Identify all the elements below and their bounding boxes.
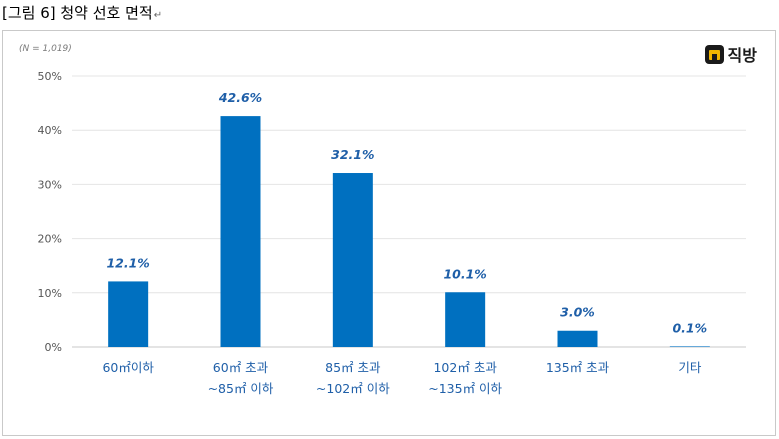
data-label: 0.1% bbox=[672, 320, 707, 335]
data-label: 3.0% bbox=[560, 305, 595, 320]
caption-text: [그림 6] 청약 선호 면적 bbox=[2, 4, 153, 22]
chart-frame bbox=[2, 30, 776, 436]
data-label: 12.1% bbox=[106, 255, 149, 270]
category-label: 60㎡이하 bbox=[102, 360, 154, 375]
zigbang-logo: 직방 bbox=[704, 42, 757, 66]
category-label: ~85㎡ 이하 bbox=[208, 381, 274, 396]
bar bbox=[669, 346, 710, 347]
bar bbox=[108, 281, 149, 347]
category-label: 102㎡ 초과 bbox=[433, 360, 497, 375]
bar bbox=[445, 292, 486, 347]
logo-text: 직방 bbox=[727, 46, 757, 65]
category-label: ~102㎡ 이하 bbox=[316, 381, 390, 396]
category-label: 135㎡ 초과 bbox=[546, 360, 610, 375]
data-label: 42.6% bbox=[218, 90, 262, 105]
y-tick-label: 0% bbox=[45, 341, 62, 354]
y-tick-label: 20% bbox=[38, 233, 62, 246]
category-label: ~135㎡ 이하 bbox=[428, 381, 502, 396]
data-label: 32.1% bbox=[331, 147, 374, 162]
category-label: 85㎡ 초과 bbox=[325, 360, 381, 375]
y-tick-label: 50% bbox=[38, 70, 62, 83]
figure-caption: [그림 6] 청약 선호 면적↵ bbox=[2, 2, 162, 23]
y-tick-label: 10% bbox=[38, 287, 62, 300]
sample-size-note: (N = 1,019) bbox=[19, 44, 72, 54]
bar bbox=[220, 116, 261, 347]
y-tick-label: 30% bbox=[38, 178, 62, 191]
y-tick-label: 40% bbox=[38, 124, 62, 137]
house-logo-icon bbox=[704, 44, 724, 64]
return-mark: ↵ bbox=[153, 10, 163, 21]
bar bbox=[332, 173, 373, 347]
bar bbox=[557, 330, 598, 347]
category-label: 60㎡ 초과 bbox=[213, 360, 269, 375]
category-label: 기타 bbox=[678, 360, 702, 375]
data-label: 10.1% bbox=[443, 266, 486, 281]
